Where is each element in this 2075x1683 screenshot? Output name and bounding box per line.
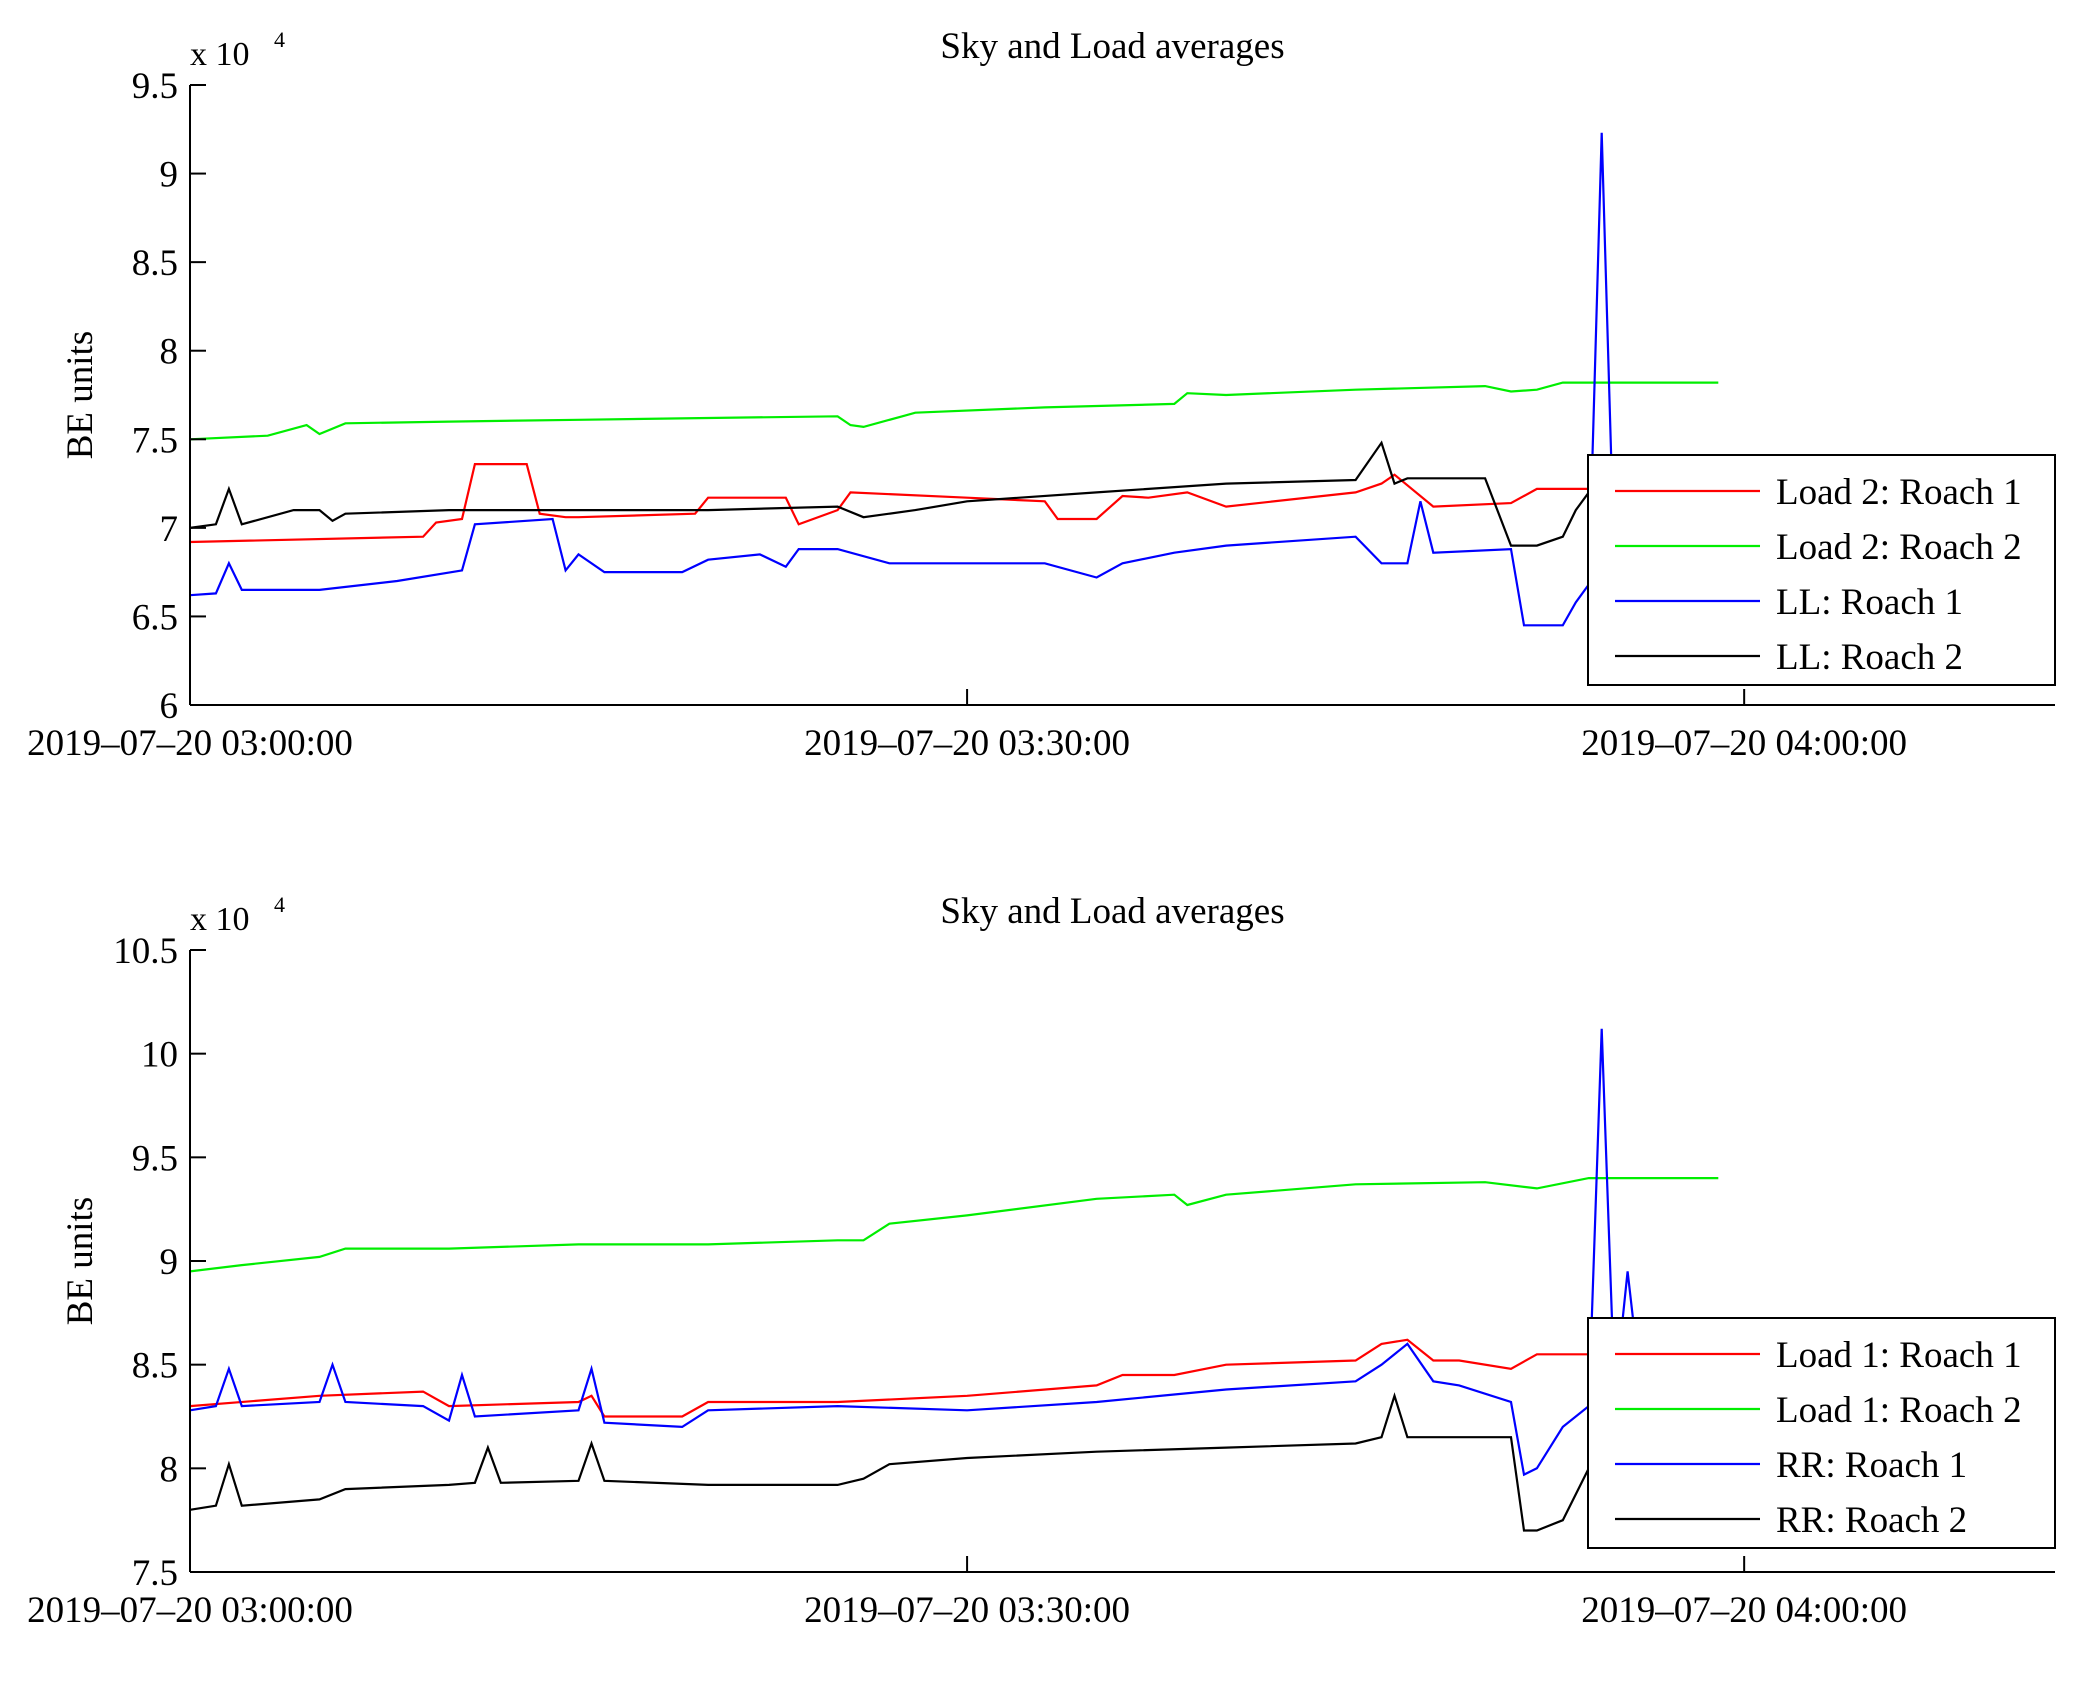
x-tick-label: 2019–07–20 03:30:00 (804, 1590, 1130, 1631)
plot-top: 6 6.5 7 7.5 8 8.5 9 9.5 2019–07–20 03:00:00 2019–… (27, 26, 2056, 764)
series-line-1 (189, 463, 1628, 544)
y-tick-label: 9.5 (132, 66, 178, 107)
y-tick-label: 9 (160, 1242, 179, 1283)
legend: Load 1: Roach 1 Load 1: Roach 2 RR: Roach … (1587, 1317, 2056, 1549)
y-tick-label: 8.5 (132, 243, 178, 284)
y-tick-label: 7.5 (132, 420, 178, 461)
x-tick-label: 2019–07–20 03:30:00 (804, 723, 1130, 764)
legend: Load 2: Roach 1 Load 2: Roach 2 LL: Roach … (1587, 454, 2056, 686)
legend-entry: LL: Roach 1 (1776, 582, 1963, 623)
y-multiplier-label: x 10 (190, 901, 250, 938)
y-tick-label: 8.5 (132, 1346, 178, 1387)
x-tick-label: 2019–07–20 04:00:00 (1581, 1590, 1907, 1631)
y-multiplier-exponent: 4 (274, 892, 285, 917)
y-multiplier-label: x 10 (190, 36, 250, 73)
plot-bottom: 7.5 8 8.5 9 9.5 10 10.5 2019–07–20 03:00:00 2019… (27, 891, 2056, 1631)
legend-entry: Load 1: Roach 1 (1776, 1335, 2022, 1376)
series-line-3 (189, 132, 1616, 627)
chart-title: Sky and Load averages (940, 26, 1284, 67)
series-line-2 (189, 1177, 1719, 1273)
legend-entry: Load 2: Roach 2 (1776, 527, 2022, 568)
y-tick-label: 9.5 (132, 1138, 178, 1179)
y-axis-label: BE units (60, 331, 101, 460)
x-tick-label: 2019–07–20 03:00:00 (27, 1590, 353, 1631)
y-tick-label: 8 (160, 1449, 179, 1490)
y-tick-label: 7.5 (132, 1553, 178, 1594)
chart-title: Sky and Load averages (940, 891, 1284, 932)
legend-entry: Load 1: Roach 2 (1776, 1390, 2022, 1431)
y-tick-label: 8 (160, 332, 179, 373)
legend-entry: RR: Roach 2 (1776, 1500, 1967, 1541)
y-multiplier-exponent: 4 (274, 27, 285, 52)
series-line-4 (189, 440, 1590, 547)
y-axis-label: BE units (60, 1197, 101, 1326)
series-line-1 (189, 1338, 1615, 1418)
x-tick-label: 2019–07–20 03:00:00 (27, 723, 353, 764)
y-tick-label: 6.5 (132, 597, 178, 638)
legend-box (1587, 1317, 2056, 1549)
series-line-2 (189, 381, 1719, 441)
legend-box (1587, 454, 2056, 686)
y-tick-label: 10.5 (113, 931, 178, 972)
series-line-3 (189, 1028, 1642, 1477)
legend-entry: RR: Roach 1 (1776, 1445, 1967, 1486)
legend-entry: Load 2: Roach 1 (1776, 472, 2022, 513)
x-tick-label: 2019–07–20 04:00:00 (1581, 723, 1907, 764)
y-tick-label: 6 (160, 686, 179, 727)
y-tick-label: 10 (141, 1035, 178, 1076)
y-tick-label: 7 (160, 509, 179, 550)
legend-entry: LL: Roach 2 (1776, 637, 1963, 678)
series-line-4 (189, 1392, 1590, 1532)
y-tick-label: 9 (160, 155, 179, 196)
